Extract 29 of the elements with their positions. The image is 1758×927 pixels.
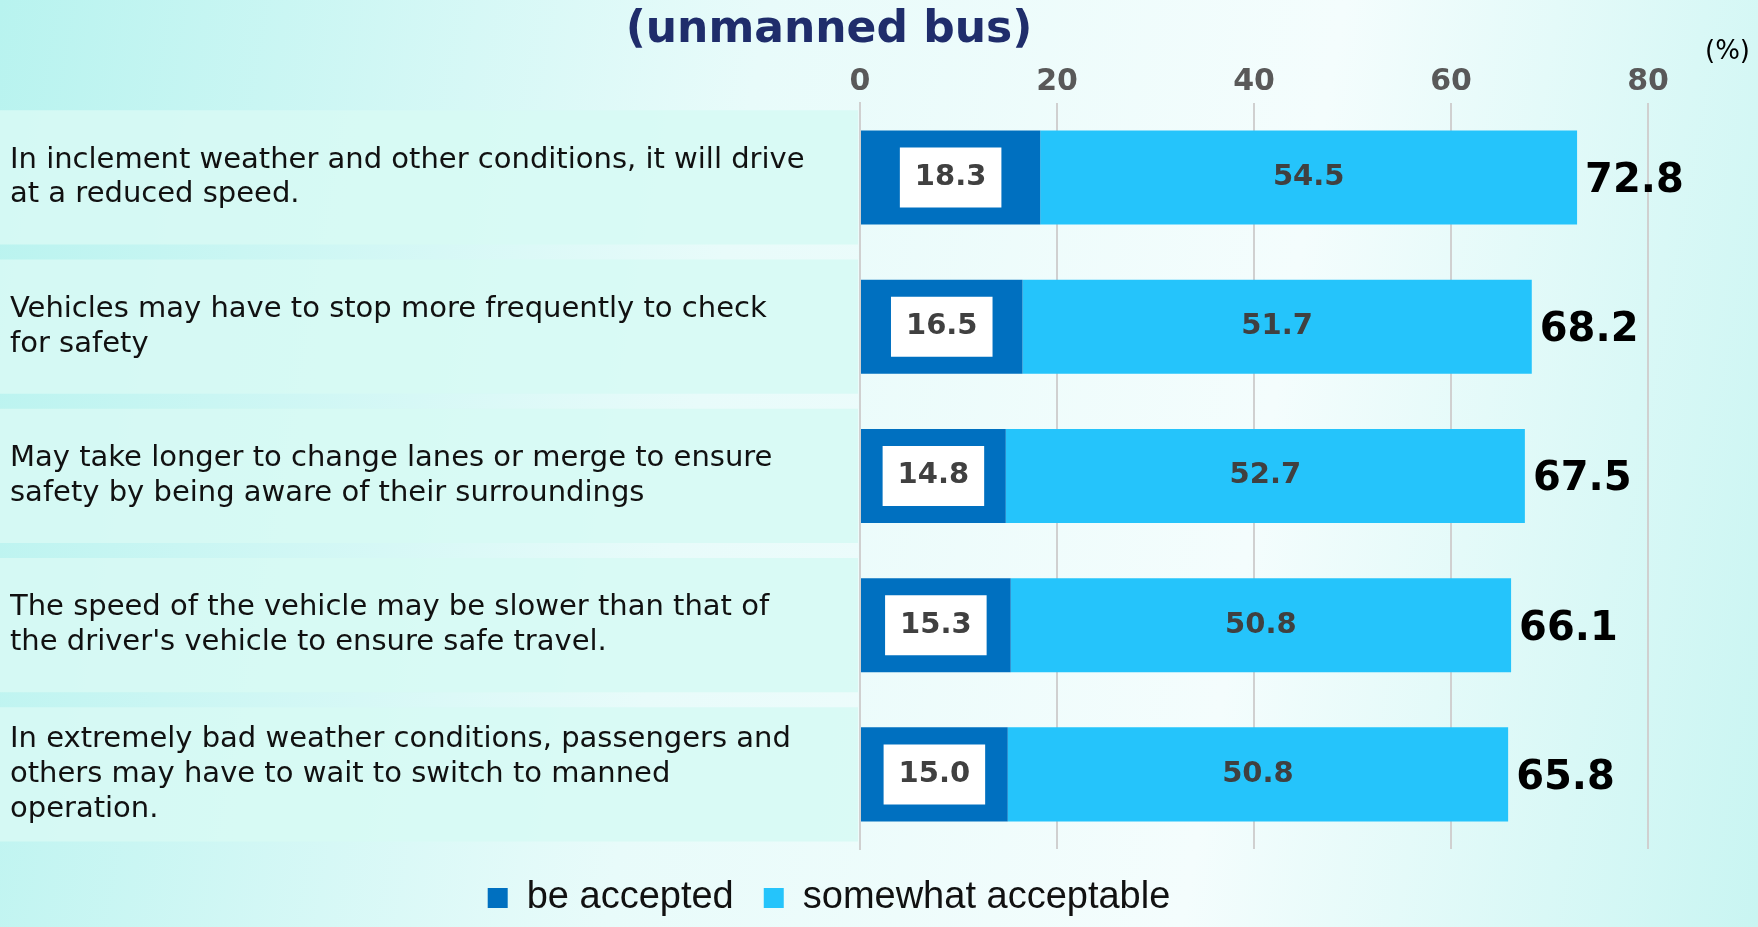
data-label: 50.8	[1225, 605, 1297, 640]
total-label: 72.8	[1585, 154, 1684, 201]
data-label: 54.5	[1272, 157, 1345, 192]
data-label: 16.5	[905, 307, 978, 342]
y-tick-label: In extremely bad weather conditions, passengers and others may have to wait to switch to manned operation.	[10, 720, 791, 824]
x-tick-label: 40	[1233, 61, 1275, 97]
y-tick-label: Vehicles may have to stop more frequently to check for safety	[10, 289, 767, 359]
total-label: 68.2	[1539, 304, 1639, 351]
data-label: 50.8	[1222, 754, 1294, 789]
y-tick-label: May take longer to change lanes or merge to ensure safety by being aware of their surroundings	[10, 439, 773, 508]
data-label: 15.3	[900, 605, 972, 640]
x-tick-label: 0	[849, 61, 871, 97]
x-axis-title: (%)	[1705, 34, 1750, 65]
total-label: 66.1	[1519, 602, 1618, 649]
data-label: 52.7	[1229, 456, 1302, 491]
legend-label: somewhat acceptable	[802, 874, 1171, 917]
legend-label: be accepted	[526, 874, 734, 917]
total-label: 65.8	[1516, 751, 1615, 798]
total-label: 67.5	[1532, 453, 1632, 500]
x-tick-label: 20	[1036, 61, 1078, 97]
data-label: 14.8	[897, 456, 970, 491]
data-label: 15.0	[898, 754, 971, 789]
y-tick-label: In inclement weather and other conditions, it will drive at a reduced speed.	[10, 140, 805, 210]
x-tick-label: 80	[1627, 61, 1669, 97]
x-tick-label: 60	[1430, 61, 1472, 97]
data-label: 51.7	[1241, 307, 1313, 342]
y-tick-label: The speed of the vehicle may be slower than that of the driver's vehicle to ensure safe travel.	[9, 588, 770, 658]
data-label: 18.3	[914, 157, 987, 192]
chart-title: (unmanned bus)	[625, 0, 1033, 52]
